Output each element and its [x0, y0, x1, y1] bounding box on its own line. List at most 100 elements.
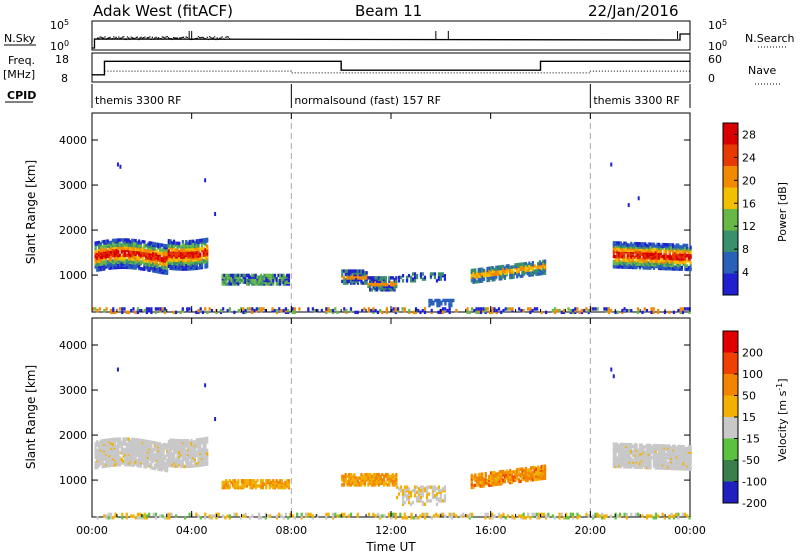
- scatter-cell: [612, 263, 615, 267]
- scatter-cell: [131, 250, 134, 255]
- scatter-cell: [166, 268, 169, 272]
- scatter-cell: [186, 308, 189, 313]
- scatter-cell: [481, 267, 484, 271]
- scatter-cell: [202, 248, 205, 252]
- scatter-cell: [268, 280, 271, 284]
- scatter-cell: [661, 258, 664, 262]
- scatter-cell: [358, 481, 361, 485]
- scatter-cell: [204, 512, 207, 517]
- scatter-cell: [628, 454, 631, 459]
- scatter-cell: [635, 460, 638, 464]
- scatter-cell: [395, 479, 398, 484]
- scatter-cell: [659, 261, 663, 266]
- scatter-cell: [498, 477, 501, 481]
- scatter-cell: [663, 249, 666, 254]
- scatter-cell: [153, 257, 156, 261]
- scatter-cell: [654, 251, 657, 255]
- scatter-cell: [647, 464, 650, 468]
- scatter-cell: [111, 266, 115, 270]
- scatter-cell: [645, 516, 649, 520]
- scatter-cell: [472, 280, 475, 284]
- scatter-cell: [470, 477, 473, 481]
- scatter-cell: [193, 258, 197, 262]
- scatter-cell: [578, 514, 581, 518]
- scatter-cell: [202, 440, 205, 445]
- scatter-cell: [630, 253, 633, 258]
- scatter-cell: [470, 279, 473, 283]
- scatter-cell: [171, 266, 174, 271]
- nsearch-dot: [136, 36, 139, 38]
- scatter-cell: [174, 445, 177, 450]
- scatter-cell: [120, 265, 123, 270]
- scatter-cell: [275, 310, 279, 315]
- scatter-cell: [645, 245, 649, 250]
- scatter-cell: [232, 482, 235, 486]
- scatter-cell: [179, 447, 183, 452]
- scatter-cell: [666, 461, 670, 465]
- scatter-cell: [174, 258, 177, 262]
- scatter-cell: [645, 250, 649, 255]
- scatter-cell: [687, 255, 690, 260]
- scatter-cell: [407, 274, 411, 278]
- nsearch-dot: [205, 38, 207, 40]
- scatter-cell: [443, 274, 447, 278]
- scatter-cell: [479, 271, 482, 275]
- scatter-cell: [661, 466, 664, 470]
- scatter-cell: [96, 464, 99, 468]
- scatter-cell: [228, 485, 231, 490]
- scatter-cell: [275, 484, 278, 488]
- scatter-cell: [661, 454, 664, 458]
- scatter-cell: [199, 257, 202, 261]
- scatter-cell: [311, 307, 314, 311]
- scatter-cell: [192, 464, 195, 468]
- scatter-cell: [176, 450, 179, 455]
- scatter-cell: [488, 276, 491, 281]
- scatter-cell: [687, 467, 690, 471]
- scatter-cell: [125, 241, 129, 246]
- scatter-cell: [145, 261, 148, 265]
- scatter-cell: [199, 264, 202, 268]
- scatter-cell: [106, 450, 109, 454]
- scatter-cell: [635, 259, 638, 263]
- scatter-cell: [134, 238, 137, 243]
- scatter-cell: [624, 241, 628, 245]
- scatter-cell: [286, 278, 289, 283]
- scatter-cell: [145, 516, 149, 520]
- scatter-cell: [452, 298, 455, 303]
- scatter-cell: [441, 487, 445, 491]
- scatter-cell: [124, 258, 127, 263]
- scatter-cell: [533, 470, 536, 475]
- scatter-cell: [481, 276, 484, 280]
- scatter-cell: [106, 438, 109, 442]
- scatter-cell: [419, 492, 423, 496]
- nsearch-tick-top: 105: [708, 18, 727, 32]
- scatter-cell: [355, 483, 358, 487]
- scatter-cell: [186, 462, 190, 467]
- scatter-cell: [616, 463, 619, 467]
- scatter-cell: [493, 477, 496, 482]
- scatter-cell: [257, 307, 261, 311]
- nsearch-dot: [131, 37, 134, 39]
- scatter-cell: [423, 487, 427, 491]
- scatter-cell: [665, 444, 668, 448]
- scatter-cell: [280, 482, 284, 486]
- scatter-cell: [280, 308, 283, 313]
- scatter-cell: [495, 265, 498, 270]
- scatter-cell: [491, 269, 494, 273]
- scatter-cell: [188, 464, 191, 468]
- scatter-cell: [131, 437, 134, 442]
- scatter-cell: [681, 512, 684, 517]
- scatter-cell: [136, 310, 140, 315]
- scatter-cell: [521, 472, 524, 476]
- nave-tick-top: 60: [708, 53, 722, 66]
- scatter-cell: [617, 241, 621, 245]
- scatter-cell: [242, 479, 245, 483]
- scatter-cell: [148, 256, 151, 260]
- scatter-cell: [185, 245, 188, 249]
- scatter-cell: [543, 264, 547, 269]
- nsearch-dot: [103, 37, 105, 39]
- scatter-cell: [498, 482, 501, 486]
- scatter-cell: [379, 481, 382, 485]
- scatter-cell: [190, 244, 193, 249]
- scatter-cell: [640, 460, 643, 464]
